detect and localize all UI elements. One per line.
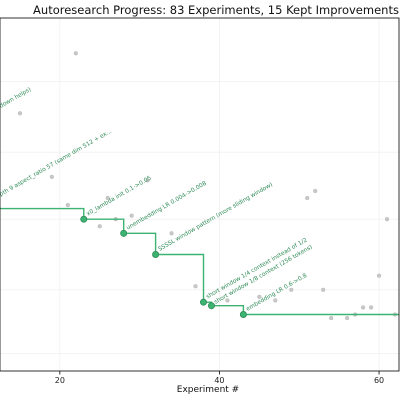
grid-lines <box>0 18 399 371</box>
discarded-point <box>345 315 350 321</box>
discarded-point <box>384 217 390 222</box>
chart-title: Autoresearch Progress: 83 Experiments, 1… <box>33 3 399 17</box>
x-axis-label: Experiment # <box>177 385 239 395</box>
kept-point <box>80 215 88 223</box>
discarded-point <box>193 284 198 289</box>
best-so-far-line <box>0 207 399 316</box>
discarded-point <box>169 231 174 236</box>
discarded-point <box>73 51 78 56</box>
discarded-point <box>105 195 110 201</box>
discarded-point <box>17 111 23 116</box>
discarded-point <box>273 298 278 303</box>
annotation-label: SSSSL window pattern (more sliding windo… <box>158 182 274 253</box>
discarded-point <box>376 273 382 278</box>
annotation-label: short window 1/4 context instead of 1/2 <box>206 237 309 300</box>
discarded-point <box>129 213 134 218</box>
x-axis-ticks: 20 40 60 <box>55 371 384 385</box>
annotation-label: down helps) <box>0 87 32 110</box>
annotation-label: pth 9 aspect_ratio 57 (same dim 512 + ex… <box>0 129 113 198</box>
kept-point <box>120 229 128 237</box>
discarded-point <box>305 195 310 201</box>
discarded-point <box>65 202 70 208</box>
discarded-point <box>257 294 262 299</box>
discarded-point <box>49 174 54 179</box>
kept-point <box>152 251 160 259</box>
kept-point <box>207 302 215 310</box>
x-tick-label: 60 <box>374 376 384 385</box>
plot-frame <box>0 17 400 372</box>
discarded-point <box>368 305 374 310</box>
kept-point <box>239 311 247 319</box>
discarded-point <box>145 178 150 183</box>
discarded-point <box>289 287 294 292</box>
x-tick-label: 20 <box>55 376 65 385</box>
annotation-label: x0_lambda init 0.1->0.05 <box>86 175 153 217</box>
discarded-point <box>360 305 366 310</box>
discarded-point <box>313 188 318 194</box>
discarded-point <box>329 315 334 321</box>
kept-point <box>199 298 207 306</box>
discarded-point <box>321 287 326 292</box>
discarded-point <box>97 224 102 229</box>
discarded-point <box>225 298 230 303</box>
x-tick-label: 40 <box>214 376 224 385</box>
